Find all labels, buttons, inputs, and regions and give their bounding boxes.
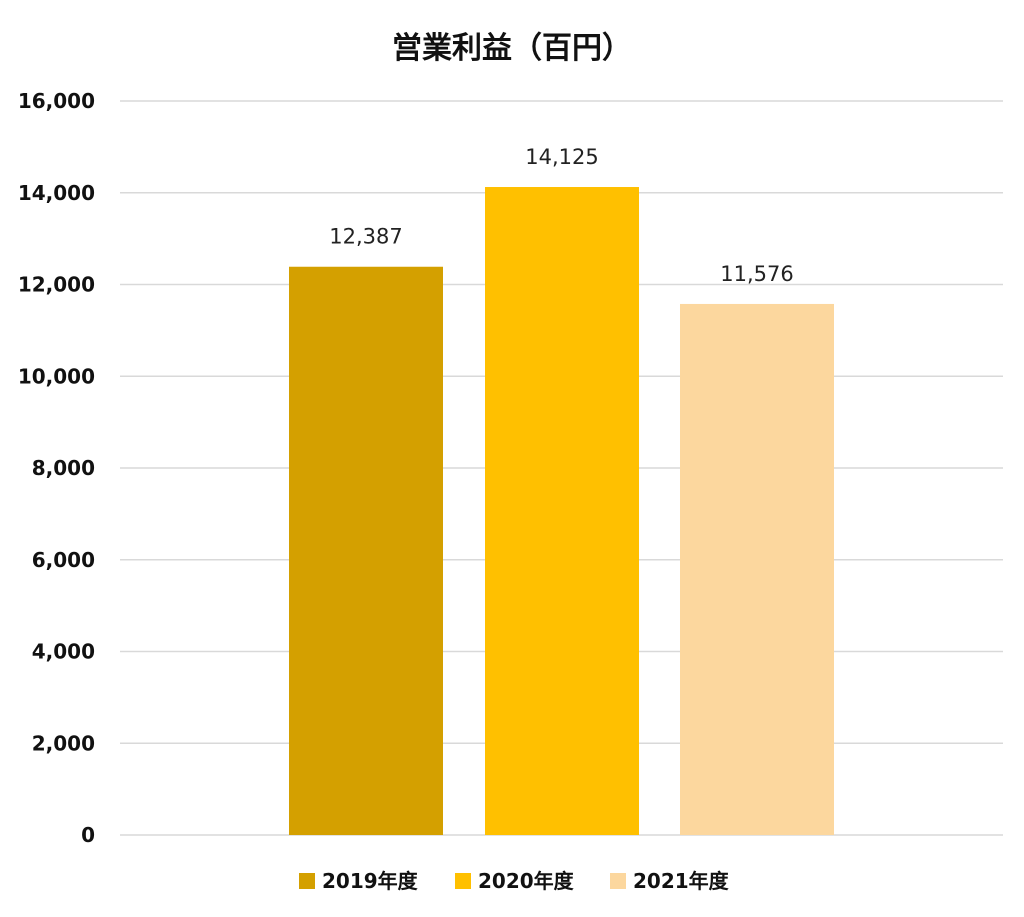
y-tick-label: 0 [81, 823, 95, 847]
bar [289, 266, 443, 836]
legend-swatch [299, 873, 315, 889]
y-tick-label: 12,000 [18, 273, 95, 297]
y-tick-label: 2,000 [32, 731, 95, 755]
data-label: 11,576 [720, 262, 793, 286]
y-tick-label: 6,000 [32, 548, 95, 572]
legend-label: 2020年度 [478, 869, 575, 893]
y-tick-label: 10,000 [18, 364, 95, 388]
data-label: 12,387 [329, 225, 402, 249]
y-tick-label: 4,000 [32, 640, 95, 664]
chart-title: 営業利益（百円） [392, 31, 632, 66]
bar [680, 303, 834, 835]
bar [485, 187, 639, 835]
y-tick-label: 16,000 [18, 89, 95, 113]
legend-swatch [610, 873, 626, 889]
data-labels: 12,387 14,125 11,576 [329, 145, 793, 286]
legend: 2019年度 2020年度 2021年度 [299, 869, 730, 893]
y-tick-label: 14,000 [18, 181, 95, 205]
legend-label: 2021年度 [633, 869, 730, 893]
y-tick-label: 8,000 [32, 456, 95, 480]
bars [289, 187, 834, 836]
y-axis-tick-labels: 0 2,000 4,000 6,000 8,000 10,000 12,000 14,000 1… [18, 89, 95, 847]
legend-swatch [455, 873, 471, 889]
legend-label: 2019年度 [322, 869, 419, 893]
data-label: 14,125 [525, 145, 598, 169]
